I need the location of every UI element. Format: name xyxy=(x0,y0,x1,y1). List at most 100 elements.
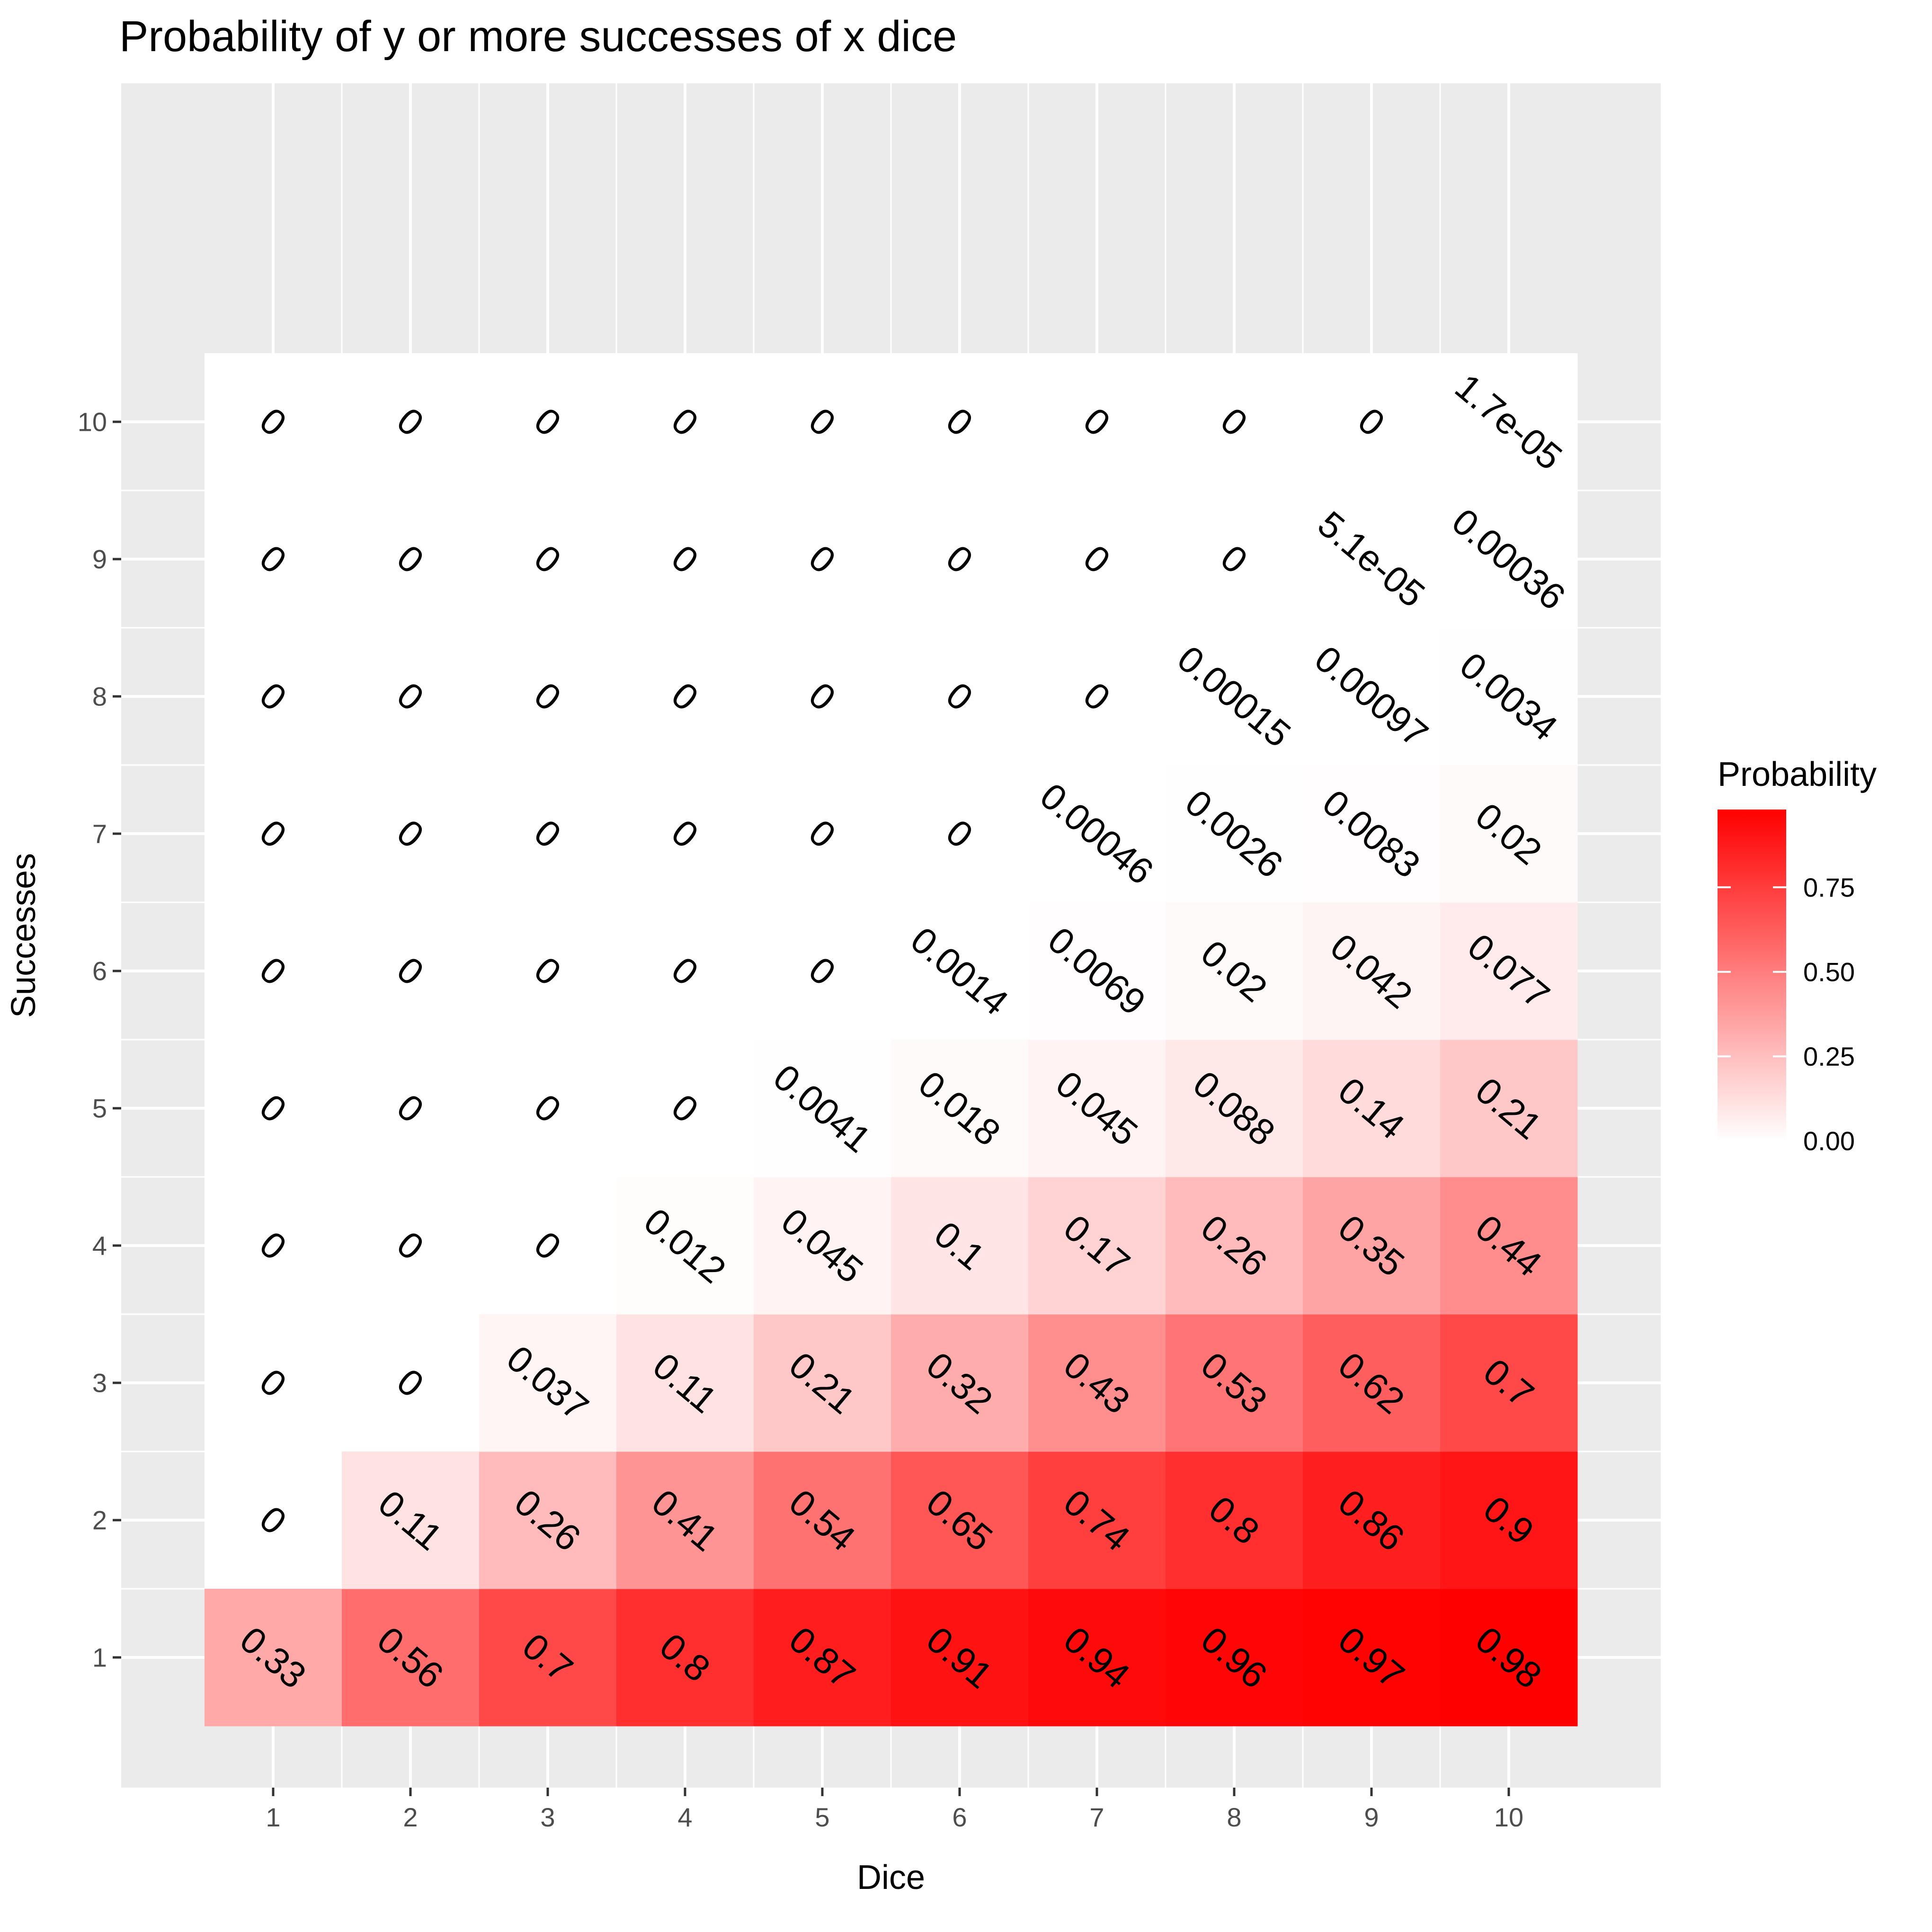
x-tick-label: 5 xyxy=(815,1802,829,1832)
legend-colorbar xyxy=(1718,810,1786,1141)
heatmap-cell xyxy=(1166,1589,1303,1727)
heatmap-cell xyxy=(1028,490,1166,628)
heatmap-cell xyxy=(205,1040,342,1177)
heatmap-cell xyxy=(1166,902,1303,1040)
heatmap-cell xyxy=(479,353,617,491)
legend-tick-label: 0.00 xyxy=(1803,1126,1855,1156)
heatmap-cell xyxy=(1166,1040,1303,1177)
heatmap-cell xyxy=(754,765,891,903)
heatmap-cell xyxy=(1028,902,1166,1040)
x-tick-label: 8 xyxy=(1227,1802,1241,1832)
axis-ticks: 1 2 3 4 5 6 7 8 9 10 1 2 3 4 5 6 7 8 9 10 xyxy=(78,407,1523,1833)
heatmap-cell xyxy=(1440,1040,1578,1177)
heatmap-cell xyxy=(616,1589,754,1727)
heatmap-cell xyxy=(616,1451,754,1589)
heatmap-cell xyxy=(479,1177,617,1315)
heatmap-cell xyxy=(1440,490,1578,628)
heatmap-cell xyxy=(616,353,754,491)
x-tick-label: 4 xyxy=(677,1802,692,1832)
heatmap-cell xyxy=(891,628,1029,766)
heatmap-cell xyxy=(891,1314,1029,1452)
heatmap-cell xyxy=(754,902,891,1040)
heatmap-cell xyxy=(616,902,754,1040)
heatmap-cell xyxy=(205,1589,342,1727)
heatmap-cell xyxy=(1166,1177,1303,1315)
heatmap-cell xyxy=(1028,1177,1166,1315)
heatmap-cell xyxy=(1166,490,1303,628)
heatmap-cell xyxy=(205,765,342,903)
x-axis-title: Dice xyxy=(857,1859,925,1896)
heatmap-cell xyxy=(205,1451,342,1589)
heatmap-cell xyxy=(1303,490,1441,628)
y-tick-label: 5 xyxy=(92,1094,107,1123)
heatmap-cell xyxy=(342,628,480,766)
heatmap-cell xyxy=(891,1451,1029,1589)
heatmap-cell xyxy=(616,1040,754,1177)
heatmap-cell xyxy=(616,765,754,903)
y-tick-label: 6 xyxy=(92,956,107,986)
heatmap-cell xyxy=(616,1314,754,1452)
heatmap-cell xyxy=(1440,1177,1578,1315)
heatmap-cell xyxy=(1166,1314,1303,1452)
heatmap-cell xyxy=(754,1314,891,1452)
heatmap-cell xyxy=(342,765,480,903)
y-tick-label: 9 xyxy=(92,544,107,574)
heatmap-cell xyxy=(1166,628,1303,766)
y-tick-label: 10 xyxy=(78,407,107,437)
x-tick-label: 3 xyxy=(540,1802,555,1832)
heatmap-cell xyxy=(479,1040,617,1177)
heatmap-cell xyxy=(342,902,480,1040)
heatmap-cell xyxy=(1166,353,1303,491)
x-tick-label: 1 xyxy=(266,1802,280,1832)
heatmap-cell xyxy=(616,490,754,628)
heatmap-cell xyxy=(1303,628,1441,766)
heatmap-cell xyxy=(1028,765,1166,903)
legend-title: Probability xyxy=(1718,756,1877,793)
heatmap-cell xyxy=(1440,902,1578,1040)
heatmap-cell xyxy=(1440,353,1578,491)
heatmap-cell xyxy=(479,1589,617,1727)
heatmap-cell xyxy=(1440,1314,1578,1452)
y-tick-label: 7 xyxy=(92,819,107,849)
heatmap-cell xyxy=(1303,1177,1441,1315)
heatmap-cell xyxy=(1303,1589,1441,1727)
heatmap-cell xyxy=(1440,1589,1578,1727)
heatmap-cell xyxy=(891,1177,1029,1315)
heatmap-cell xyxy=(1440,628,1578,766)
heatmap-cell xyxy=(891,765,1029,903)
x-tick-label: 10 xyxy=(1494,1802,1523,1832)
heatmap-cell xyxy=(616,1177,754,1315)
heatmap-cell xyxy=(1303,353,1441,491)
heatmap-cell xyxy=(205,902,342,1040)
heatmap-cell xyxy=(205,490,342,628)
heatmap-cell xyxy=(342,1451,480,1589)
heatmap-cell xyxy=(891,490,1029,628)
heatmap-cell xyxy=(616,628,754,766)
heatmap-cell xyxy=(479,1451,617,1589)
y-tick-label: 1 xyxy=(92,1643,107,1673)
heatmap-cell xyxy=(479,490,617,628)
y-axis-title: Successes xyxy=(5,853,43,1018)
heatmap-cell xyxy=(205,353,342,491)
legend: Probability 0.00 0.25 0.50 0.75 xyxy=(1718,756,1877,1156)
legend-tick-label: 0.25 xyxy=(1803,1042,1855,1071)
heatmap-cell xyxy=(1028,1040,1166,1177)
legend-tick-label: 0.75 xyxy=(1803,873,1855,902)
heatmap-cell xyxy=(479,902,617,1040)
heatmap-cell xyxy=(342,1177,480,1315)
legend-ticks: 0.00 0.25 0.50 0.75 xyxy=(1718,873,1855,1156)
heatmap-cells xyxy=(205,353,1578,1727)
heatmap-cell xyxy=(891,1040,1029,1177)
heatmap-cell xyxy=(1303,765,1441,903)
heatmap-cell xyxy=(479,628,617,766)
heatmap-cell xyxy=(1028,1589,1166,1727)
chart-title: Probability of y or more successes of x … xyxy=(119,12,957,61)
heatmap-cell xyxy=(342,353,480,491)
heatmap-cell xyxy=(1440,765,1578,903)
y-tick-label: 4 xyxy=(92,1231,107,1261)
y-tick-label: 2 xyxy=(92,1505,107,1535)
heatmap-cell xyxy=(1166,1451,1303,1589)
heatmap-cell xyxy=(891,1589,1029,1727)
heatmap-cell xyxy=(754,1040,891,1177)
